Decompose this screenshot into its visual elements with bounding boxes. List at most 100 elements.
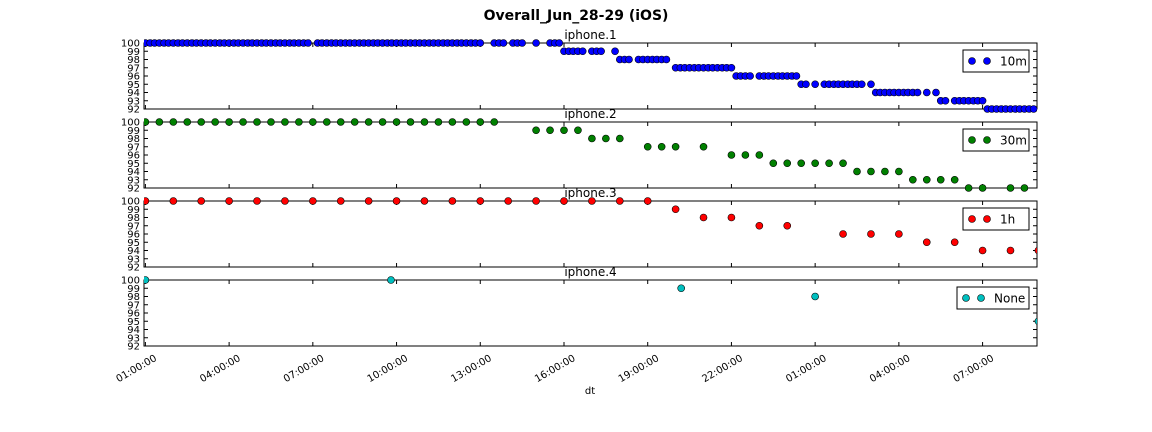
- data-point: [183, 118, 192, 126]
- data-point: [555, 39, 564, 47]
- data-point: [253, 197, 261, 205]
- y-tick-label: 100: [121, 197, 140, 208]
- data-point: [560, 197, 568, 205]
- x-tick-label: 22:00:00: [701, 353, 745, 385]
- data-point: [336, 118, 345, 126]
- figure-title: Overall_Jun_28-29 (iOS): [484, 8, 669, 24]
- data-point: [197, 118, 206, 126]
- legend-marker: [962, 294, 970, 302]
- data-point: [950, 175, 959, 184]
- data-point: [769, 159, 778, 168]
- y-tick-label: 98: [127, 213, 140, 224]
- data-point: [839, 230, 847, 238]
- legend-marker: [977, 294, 985, 302]
- data-point: [932, 88, 940, 97]
- data-point: [936, 175, 945, 184]
- data-point: [783, 221, 792, 230]
- data-point: [839, 159, 847, 168]
- data-point: [811, 80, 819, 89]
- series-points: [144, 39, 1037, 113]
- data-point: [518, 39, 526, 47]
- y-tick-label: 95: [127, 80, 140, 91]
- series-points: [144, 118, 1029, 192]
- data-point: [1034, 246, 1037, 255]
- data-point: [144, 118, 150, 126]
- data-point: [671, 142, 680, 151]
- data-point: [913, 88, 922, 97]
- legend-marker: [983, 136, 991, 144]
- legend-label: 30m: [1000, 134, 1027, 148]
- x-tick-label: 07:00:00: [952, 353, 996, 385]
- data-point: [792, 72, 801, 80]
- y-tick-label: 93: [127, 175, 140, 186]
- data-point: [857, 80, 866, 89]
- legend-label: None: [994, 292, 1025, 306]
- data-point: [532, 39, 540, 47]
- data-point: [867, 230, 875, 238]
- legend: 10m: [962, 49, 1030, 73]
- y-tick-label: 94: [127, 246, 140, 257]
- data-point: [448, 118, 457, 126]
- data-point: [336, 197, 345, 205]
- data-point: [867, 80, 875, 89]
- y-tick-label: 97: [127, 63, 140, 74]
- data-point: [825, 159, 833, 168]
- data-point: [746, 72, 754, 80]
- data-point: [611, 47, 619, 56]
- data-point: [662, 55, 671, 64]
- subplot-title: iphone.1: [564, 28, 616, 42]
- data-point: [322, 118, 331, 126]
- y-tick-label: 92: [127, 263, 140, 274]
- data-point: [909, 175, 917, 184]
- data-point: [797, 159, 805, 168]
- y-tick-label: 93: [127, 96, 140, 107]
- data-point: [588, 197, 596, 205]
- data-point: [895, 230, 903, 238]
- x-tick-label: 04:00:00: [868, 353, 912, 385]
- legend: 1h: [962, 207, 1030, 231]
- data-point: [853, 167, 861, 176]
- y-tick-label: 96: [127, 72, 140, 83]
- plot-area: [143, 121, 1038, 189]
- legend-box: [962, 49, 1030, 73]
- data-point: [811, 292, 819, 301]
- data-point: [588, 134, 596, 143]
- data-point: [881, 167, 889, 176]
- data-point: [922, 238, 931, 247]
- data-point: [560, 126, 568, 135]
- x-tick-label: 16:00:00: [533, 353, 577, 385]
- y-tick-label: 98: [127, 134, 140, 145]
- y-tick-label: 92: [127, 105, 140, 116]
- data-point: [546, 126, 554, 135]
- y-tick-label: 93: [127, 333, 140, 344]
- data-point: [434, 118, 443, 126]
- y-tick-label: 95: [127, 317, 140, 328]
- data-point: [504, 197, 512, 205]
- data-point: [964, 184, 973, 192]
- y-tick-label: 99: [127, 47, 140, 58]
- data-point: [616, 197, 624, 205]
- data-point: [922, 175, 931, 184]
- data-point: [532, 126, 540, 135]
- x-tick-label: 13:00:00: [449, 353, 493, 385]
- x-tick-label: 04:00:00: [198, 353, 242, 385]
- data-point: [304, 39, 312, 47]
- data-point: [392, 118, 401, 126]
- data-point: [699, 142, 708, 151]
- data-point: [978, 246, 987, 255]
- legend-box: [962, 207, 1030, 231]
- data-point: [267, 118, 275, 126]
- data-point: [532, 197, 540, 205]
- data-point: [462, 118, 471, 126]
- data-point: [671, 205, 680, 214]
- data-point: [741, 151, 750, 159]
- y-tick-label: 93: [127, 254, 140, 265]
- data-point: [169, 197, 178, 205]
- y-tick-label: 92: [127, 342, 140, 353]
- data-point: [574, 126, 582, 135]
- legend: 30m: [962, 128, 1030, 152]
- plot-area: [143, 279, 1038, 347]
- y-tick-label: 99: [127, 126, 140, 137]
